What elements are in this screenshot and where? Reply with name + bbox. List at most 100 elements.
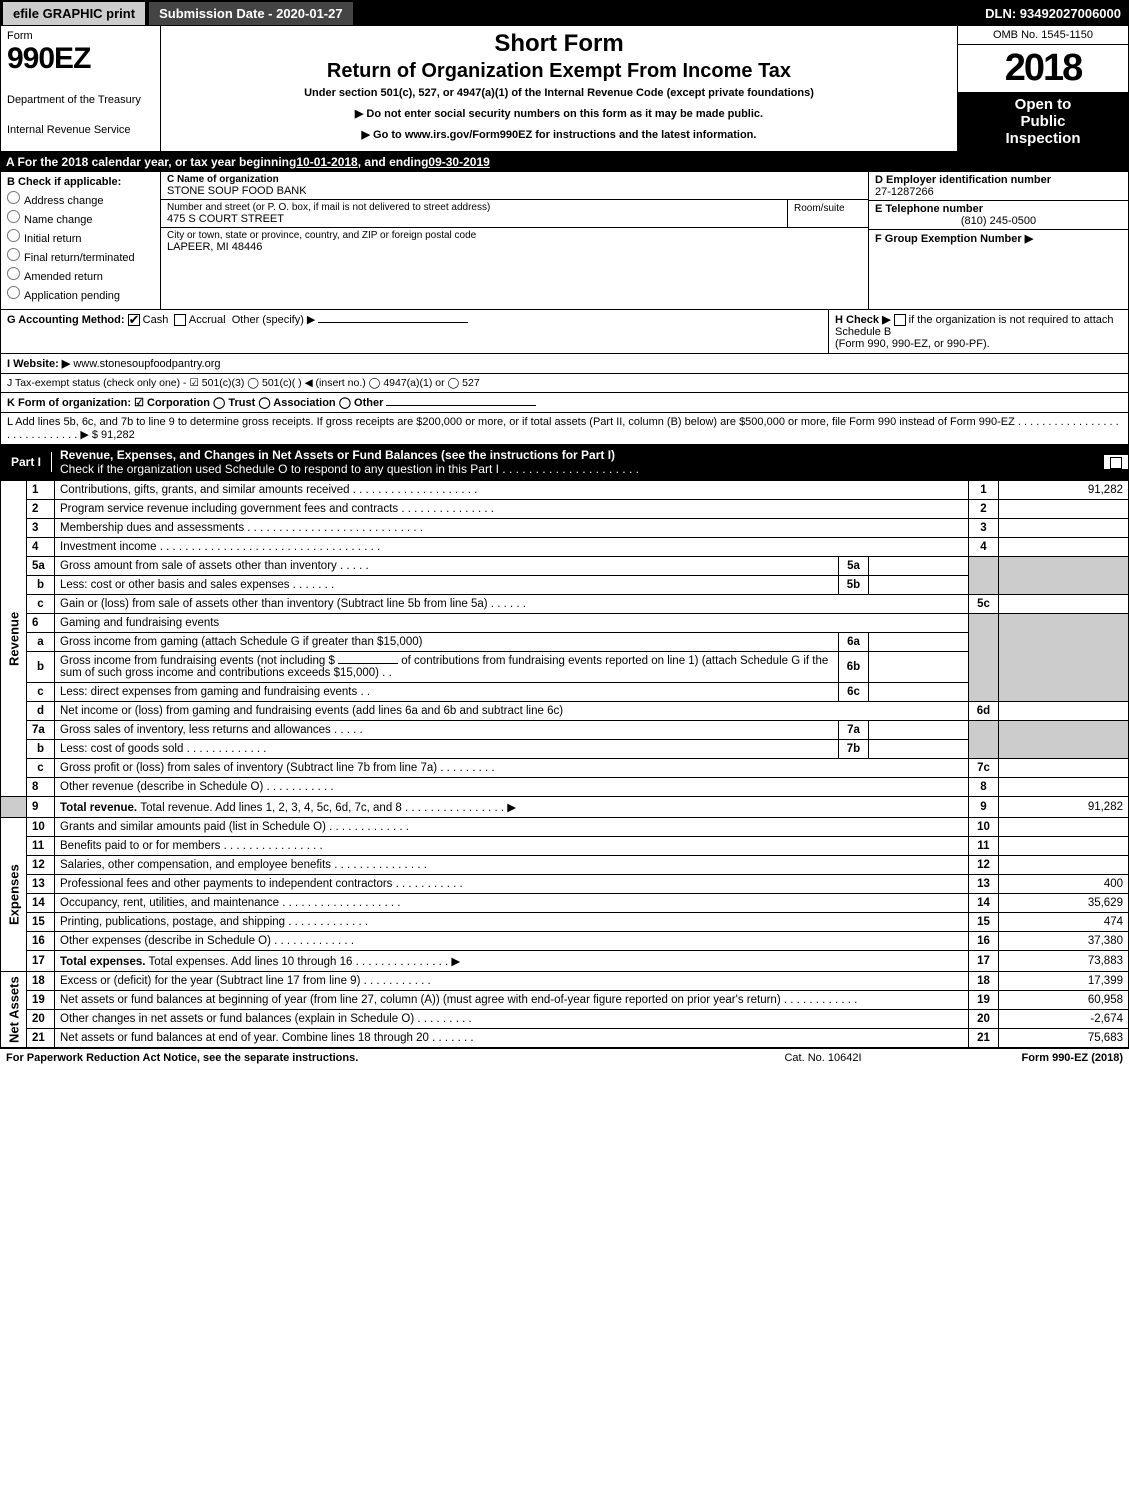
l13-desc: Professional fees and other payments to … [55, 875, 969, 894]
l6-grey [969, 614, 999, 702]
l20-desc: Other changes in net assets or fund bala… [55, 1010, 969, 1029]
phone-label: E Telephone number [875, 203, 1122, 215]
accrual-checkbox[interactable] [174, 314, 186, 326]
l7c-rnum: 7c [969, 759, 999, 778]
l21-rnum: 21 [969, 1029, 999, 1048]
line-5b: b Less: cost or other basis and sales ex… [1, 576, 1129, 595]
l6a-desc: Gross income from gaming (attach Schedul… [55, 633, 839, 652]
l9-val: 91,282 [999, 797, 1129, 818]
form-id-block: Form 990EZ Department of the Treasury In… [1, 26, 161, 151]
part1-sched-o-checkbox[interactable] [1110, 457, 1122, 469]
line-6c: c Less: direct expenses from gaming and … [1, 683, 1129, 702]
l9-num: 9 [27, 797, 55, 818]
l11-desc: Benefits paid to or for members . . . . … [55, 837, 969, 856]
goto-link[interactable]: ▶ Go to www.irs.gov/Form990EZ for instru… [167, 128, 951, 141]
line-2: 2 Program service revenue including gove… [1, 500, 1129, 519]
row-h: H Check ▶ if the organization is not req… [828, 310, 1128, 353]
l17-desc: Total expenses. Total expenses. Add line… [55, 951, 969, 972]
opt-initial-return[interactable]: Initial return [7, 229, 154, 245]
period-end: 09-30-2019 [428, 155, 489, 169]
other-specify-field[interactable] [318, 322, 468, 323]
ein-label: D Employer identification number [875, 174, 1122, 186]
cash-checkbox[interactable] [128, 314, 140, 326]
l8-num: 8 [27, 778, 55, 797]
l19-rnum: 19 [969, 991, 999, 1010]
line-15: 15Printing, publications, postage, and s… [1, 913, 1129, 932]
l1-desc: Contributions, gifts, grants, and simila… [55, 481, 969, 500]
h-text3: (Form 990, 990-EZ, or 990-PF). [835, 338, 990, 350]
l5c-val [999, 595, 1129, 614]
l6a-inlab: 6a [839, 633, 869, 652]
l7b-desc: Less: cost of goods sold . . . . . . . .… [55, 740, 839, 759]
l10-num: 10 [27, 818, 55, 837]
l12-num: 12 [27, 856, 55, 875]
l14-num: 14 [27, 894, 55, 913]
period-row: A For the 2018 calendar year, or tax yea… [0, 152, 1129, 172]
line-4: 4 Investment income . . . . . . . . . . … [1, 538, 1129, 557]
l17-num: 17 [27, 951, 55, 972]
l11-rnum: 11 [969, 837, 999, 856]
l21-desc: Net assets or fund balances at end of ye… [55, 1029, 969, 1048]
l7a-desc: Gross sales of inventory, less returns a… [55, 721, 839, 740]
l6c-desc: Less: direct expenses from gaming and fu… [55, 683, 839, 702]
opt-amended-return[interactable]: Amended return [7, 267, 154, 283]
box-b-title: B Check if applicable: [7, 176, 154, 188]
l5b-inlab: 5b [839, 576, 869, 595]
line-17: 17 Total expenses. Total expenses. Add l… [1, 951, 1129, 972]
org-street-label: Number and street (or P. O. box, if mail… [167, 202, 781, 213]
l17-val: 73,883 [999, 951, 1129, 972]
h-checkbox[interactable] [894, 314, 906, 326]
l6c-inlab: 6c [839, 683, 869, 702]
opt-application-pending[interactable]: Application pending [7, 286, 154, 302]
line-5c: c Gain or (loss) from sale of assets oth… [1, 595, 1129, 614]
line-14: 14Occupancy, rent, utilities, and mainte… [1, 894, 1129, 913]
topbar: efile GRAPHIC print Submission Date - 20… [0, 0, 1129, 26]
row-k: K Form of organization: ☑ Corporation ◯ … [0, 393, 1129, 413]
opt-address-change[interactable]: Address change [7, 191, 154, 207]
opt-final-return[interactable]: Final return/terminated [7, 248, 154, 264]
l5b-desc: Less: cost or other basis and sales expe… [55, 576, 839, 595]
footer-mid: Cat. No. 10642I [723, 1052, 923, 1064]
l10-rnum: 10 [969, 818, 999, 837]
l11-num: 11 [27, 837, 55, 856]
l6-num: 6 [27, 614, 55, 633]
footer-left: For Paperwork Reduction Act Notice, see … [6, 1052, 723, 1064]
l7ab-grey [969, 721, 999, 759]
l13-num: 13 [27, 875, 55, 894]
form-title-block: Short Form Return of Organization Exempt… [161, 26, 958, 151]
opt-name-change[interactable]: Name change [7, 210, 154, 226]
l8-rnum: 8 [969, 778, 999, 797]
l5c-desc: Gain or (loss) from sale of assets other… [55, 595, 969, 614]
line-6d: d Net income or (loss) from gaming and f… [1, 702, 1129, 721]
l5c-num: c [27, 595, 55, 614]
part1-header: Part I Revenue, Expenses, and Changes in… [0, 445, 1129, 480]
l3-val [999, 519, 1129, 538]
efile-print-button[interactable]: efile GRAPHIC print [2, 1, 146, 26]
l16-val: 37,380 [999, 932, 1129, 951]
title-short-form: Short Form [167, 30, 951, 58]
open-line2: Public [958, 113, 1128, 130]
k-other-field[interactable] [386, 405, 536, 406]
l6-desc: Gaming and fundraising events [55, 614, 969, 633]
l6a-num: a [27, 633, 55, 652]
line-20: 20Other changes in net assets or fund ba… [1, 1010, 1129, 1029]
line-16: 16Other expenses (describe in Schedule O… [1, 932, 1129, 951]
line-6b: b Gross income from fundraising events (… [1, 652, 1129, 683]
l6d-num: d [27, 702, 55, 721]
l6b-amount-field[interactable] [338, 663, 398, 664]
l-text: L Add lines 5b, 6c, and 7b to line 9 to … [7, 416, 1119, 441]
row-l: L Add lines 5b, 6c, and 7b to line 9 to … [0, 413, 1129, 445]
l6b-num: b [27, 652, 55, 683]
l6b-inlab: 6b [839, 652, 869, 683]
l10-val [999, 818, 1129, 837]
l11-val [999, 837, 1129, 856]
line-12: 12Salaries, other compensation, and empl… [1, 856, 1129, 875]
phone-value: (810) 245-0500 [875, 215, 1122, 227]
line-21: 21Net assets or fund balances at end of … [1, 1029, 1129, 1048]
website-value[interactable]: www.stonesoupfoodpantry.org [73, 358, 220, 370]
omb-number: OMB No. 1545-1150 [958, 26, 1128, 45]
l6b-inval [869, 652, 969, 683]
l18-rnum: 18 [969, 972, 999, 991]
l5ab-greyval [999, 557, 1129, 595]
row-i: I Website: ▶ www.stonesoupfoodpantry.org [0, 354, 1129, 374]
